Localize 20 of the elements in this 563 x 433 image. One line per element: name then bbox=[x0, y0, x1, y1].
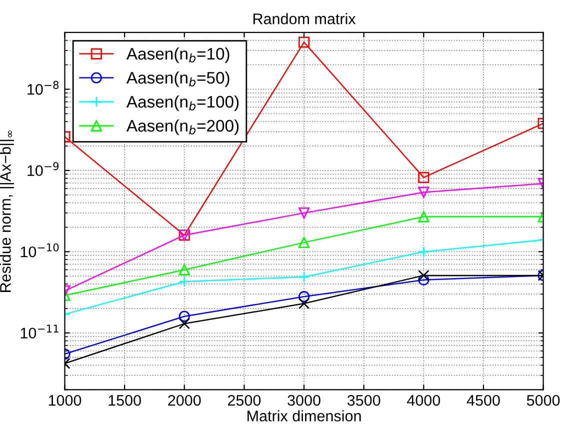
y-tick-label: 10$^{−8}$ bbox=[28, 80, 59, 95]
legend-label: Aasen(n$_{b}$=200) bbox=[126, 119, 239, 136]
legend-label: Aasen(n$_{b}$=50) bbox=[126, 71, 230, 88]
legend-label: Aasen(n$_{b}$=100) bbox=[126, 95, 239, 112]
y-tick-label: 10$^{−10}$ bbox=[20, 243, 59, 258]
x-tick-label: 3500 bbox=[347, 394, 380, 406]
x-tick-label: 5000 bbox=[526, 394, 560, 406]
x-tick-label: 3000 bbox=[288, 394, 320, 406]
x-axis-title: Matrix dimension bbox=[248, 410, 361, 422]
legend-label: Aasen(n$_{b}$=10) bbox=[126, 47, 230, 64]
chart-title: Random matrix bbox=[253, 13, 356, 24]
x-tick-label: 1500 bbox=[108, 394, 141, 406]
x-tick-label: 4000 bbox=[407, 394, 440, 406]
x-tick-label: 2000 bbox=[168, 394, 201, 406]
y-tick-label: 10$^{−11}$ bbox=[20, 324, 58, 339]
x-tick-label: 4500 bbox=[466, 394, 500, 406]
y-axis-title: Residue norm, ||Ax−b||$_{∞}$ bbox=[0, 130, 14, 292]
x-tick-label: 1000 bbox=[48, 394, 82, 406]
y-tick-label: 10$^{−9}$ bbox=[28, 162, 59, 176]
x-tick-label: 2500 bbox=[228, 394, 261, 406]
